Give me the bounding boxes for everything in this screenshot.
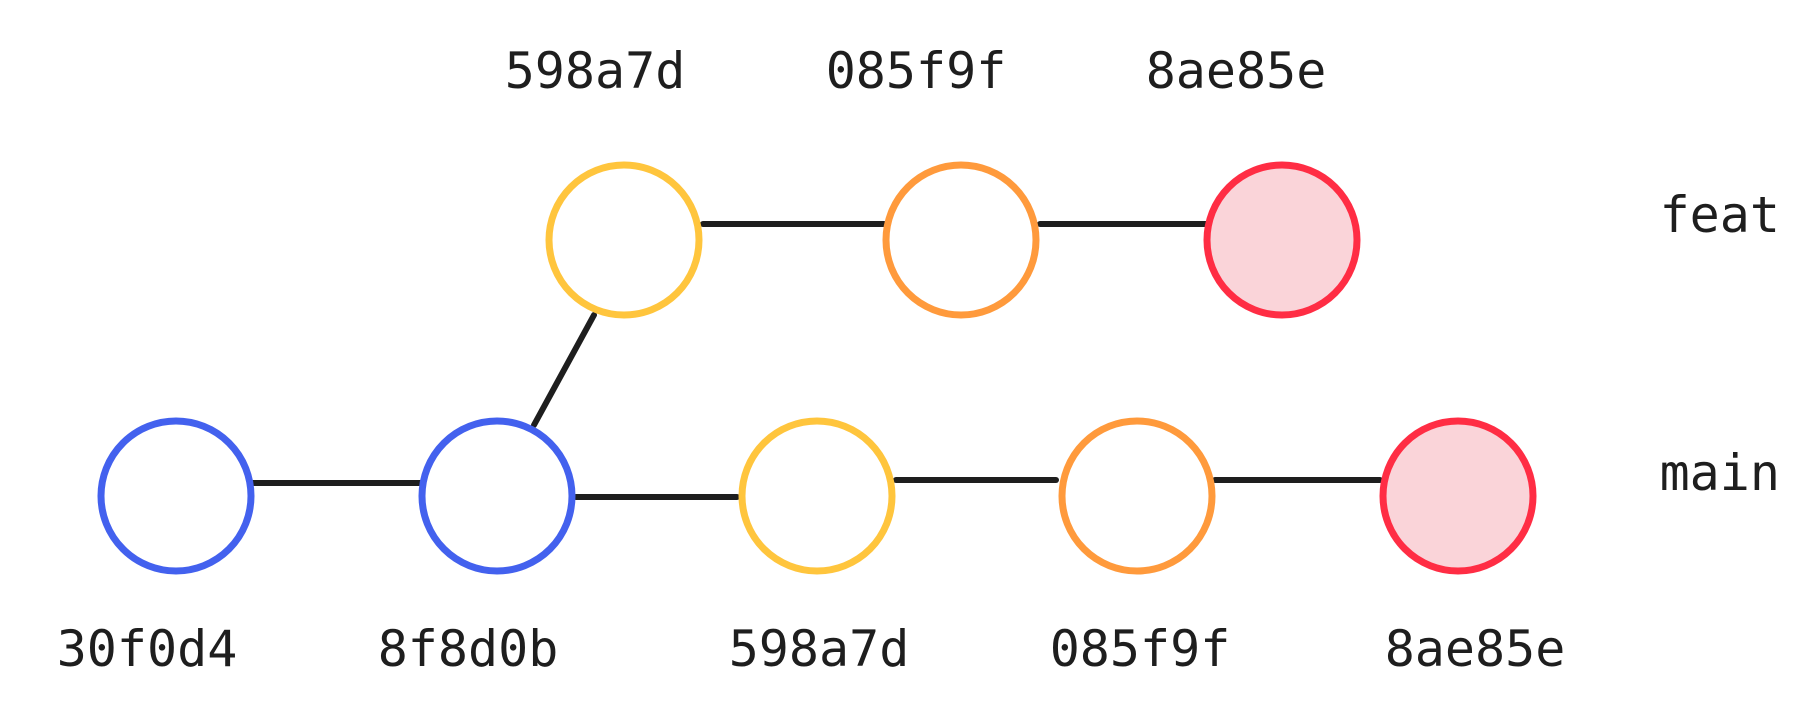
commit-node-main-3[interactable] (738, 417, 896, 575)
edges (250, 221, 1383, 500)
commit-node-feat-2[interactable] (882, 161, 1040, 319)
commit-label-main-2: 8f8d0b (378, 620, 559, 678)
feat-branch (545, 161, 1361, 319)
commit-label-feat-1: 598a7d (505, 42, 686, 100)
commit-node-main-4[interactable] (1058, 417, 1216, 575)
branch-label-feat: feat (1660, 186, 1780, 244)
commit-node-main-2[interactable] (418, 417, 576, 575)
commit-label-main-4: 085f9f (1050, 620, 1231, 678)
main-branch (97, 417, 1537, 575)
commit-node-main-1[interactable] (97, 417, 255, 575)
branch-label-main: main (1660, 444, 1780, 502)
commit-label-feat-3: 8ae85e (1146, 42, 1327, 100)
commit-label-main-5: 8ae85e (1385, 620, 1566, 678)
commit-label-main-3: 598a7d (729, 620, 910, 678)
commit-label-main-1: 30f0d4 (57, 620, 238, 678)
commit-label-feat-2: 085f9f (826, 42, 1007, 100)
commit-node-feat-1[interactable] (545, 161, 703, 319)
edge-branch-point (531, 312, 597, 428)
commit-node-feat-3[interactable] (1203, 161, 1361, 319)
commit-node-main-5[interactable] (1379, 417, 1537, 575)
